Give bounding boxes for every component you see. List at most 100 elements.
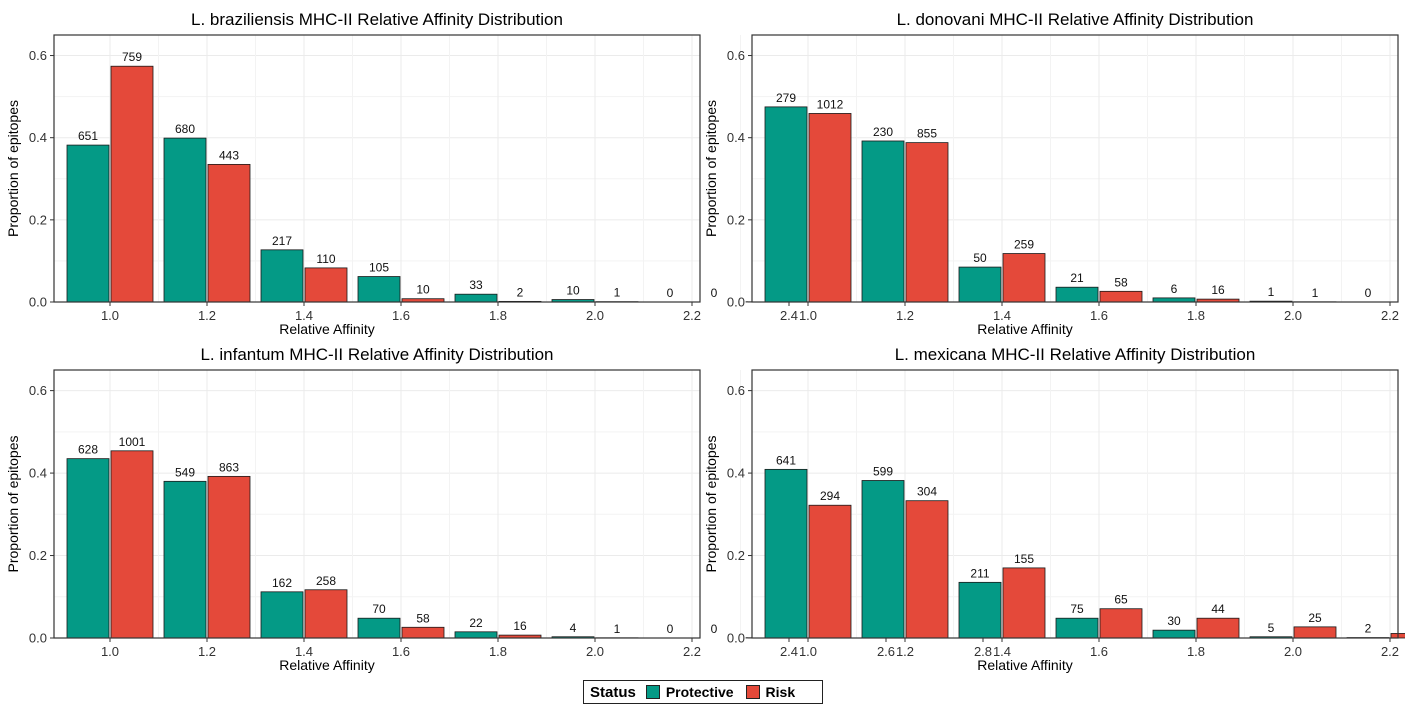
x-tick-label: 1.4 [295, 308, 313, 323]
bar-risk [304, 589, 348, 639]
bar-protective [861, 480, 905, 639]
bar-value-label: 155 [1014, 552, 1034, 566]
y-tick-label: 0.2 [727, 548, 745, 563]
x-axis-title: Relative Affinity [977, 657, 1072, 673]
plot-background [752, 370, 1398, 638]
chart-panel-4: 6415992117530522200294304155654425108411… [703, 345, 1405, 673]
plot-background [54, 35, 700, 302]
legend-item-protective: Protective [645, 684, 734, 700]
bar-risk [1293, 626, 1337, 639]
bar-value-label: 70 [372, 602, 386, 616]
bar-value-label: 1 [614, 622, 621, 636]
y-axis-title: Proportion of epitopes [703, 436, 719, 573]
plot-frame [53, 34, 701, 303]
bar-value-label: 33 [469, 278, 483, 292]
x-tick-label: 2.2 [1381, 644, 1399, 659]
legend-swatch-protective [645, 685, 660, 699]
x-tick-label: 2.4 [780, 644, 798, 659]
bar-value-label: 1 [1312, 286, 1319, 300]
bar-value-label: 6 [1171, 282, 1178, 296]
bar-risk [207, 475, 251, 639]
bar-protective [1152, 297, 1196, 303]
y-tick-label: 0.6 [727, 48, 745, 63]
bar-value-label: 110 [316, 252, 335, 266]
bar-risk [905, 142, 949, 303]
x-tick-label: 1.0 [101, 308, 119, 323]
chart-title: L. braziliensis MHC-II Relative Affinity… [191, 10, 563, 29]
y-axis-title: Proportion of epitopes [5, 436, 21, 573]
bar-risk [1002, 253, 1046, 303]
x-tick-label: 1.0 [799, 308, 817, 323]
bar-value-label: 759 [122, 50, 142, 64]
bar-protective [260, 249, 304, 303]
bar-value-label: 2 [517, 285, 524, 299]
x-tick-label: 2.4 [780, 308, 798, 323]
x-tick-label: 1.8 [489, 644, 507, 659]
chart-panel-2: 27923050216100101285525958161010.00.20.4… [703, 10, 1399, 337]
y-tick-label: 0.4 [29, 466, 47, 481]
bar-protective [357, 617, 401, 639]
bar-protective [163, 137, 207, 303]
legend-title: Status [590, 683, 636, 701]
bar-value-label: 599 [873, 464, 893, 478]
x-axis-title: Relative Affinity [279, 321, 374, 337]
bar-protective [1152, 629, 1196, 639]
bar-protective [66, 458, 110, 639]
bar-protective [764, 468, 808, 639]
bar-risk [905, 500, 949, 639]
x-tick-label: 1.0 [101, 644, 119, 659]
legend-label-risk: Risk [765, 684, 796, 700]
bar-value-label: 5 [1268, 621, 1275, 635]
bar-value-label: 1001 [119, 435, 146, 449]
x-tick-label: 2.0 [1284, 308, 1302, 323]
bar-value-label: 25 [1308, 611, 1322, 625]
bar-value-label: 0 [667, 286, 674, 300]
bar-protective [958, 266, 1002, 303]
bar-value-label: 863 [219, 460, 239, 474]
bar-value-label: 1 [1268, 285, 1275, 299]
bar-protective [66, 144, 110, 303]
bar-protective [163, 480, 207, 639]
bar-value-label: 211 [970, 566, 989, 580]
x-tick-label: 1.2 [198, 308, 216, 323]
legend-swatch-risk [745, 685, 760, 699]
bar-risk [304, 267, 348, 303]
bar-value-label: 22 [469, 616, 483, 630]
chart-title: L. infantum MHC-II Relative Affinity Dis… [200, 345, 553, 364]
bar-value-label: 0 [711, 622, 718, 636]
y-tick-label: 0.4 [29, 130, 47, 145]
x-tick-label: 2.2 [683, 644, 701, 659]
y-tick-label: 0.4 [727, 466, 745, 481]
x-tick-label: 2.0 [1284, 644, 1302, 659]
x-tick-label: 1.6 [392, 308, 410, 323]
y-tick-label: 0.2 [727, 212, 745, 227]
x-tick-label: 2.2 [1381, 308, 1399, 323]
bar-value-label: 680 [175, 122, 195, 136]
plot-frame [751, 34, 1399, 303]
y-axis-title: Proportion of epitopes [703, 100, 719, 237]
bar-protective [260, 591, 304, 639]
bar-value-label: 628 [78, 443, 98, 457]
x-tick-label: 1.4 [993, 644, 1011, 659]
bar-protective [861, 140, 905, 303]
bar-risk [808, 504, 852, 639]
bar-value-label: 0 [667, 622, 674, 636]
bar-value-label: 44 [1211, 602, 1225, 616]
x-tick-label: 1.4 [295, 644, 313, 659]
bar-value-label: 50 [973, 251, 987, 265]
bar-risk [110, 450, 154, 639]
plot-background [752, 35, 1398, 302]
bar-value-label: 2 [1365, 622, 1372, 636]
y-tick-label: 0.0 [29, 631, 47, 646]
legend-item-risk: Risk [745, 684, 796, 700]
plot-frame [751, 369, 1399, 639]
y-tick-label: 0.4 [727, 130, 745, 145]
bar-protective [454, 293, 498, 303]
y-tick-label: 0.0 [727, 295, 745, 310]
bar-value-label: 162 [272, 576, 292, 590]
bar-risk [808, 113, 852, 303]
x-tick-label: 2.6 [877, 644, 895, 659]
chart-panel-1: 6516802171053310017594431101021000.00.20… [5, 10, 815, 337]
bar-value-label: 58 [1114, 275, 1128, 289]
